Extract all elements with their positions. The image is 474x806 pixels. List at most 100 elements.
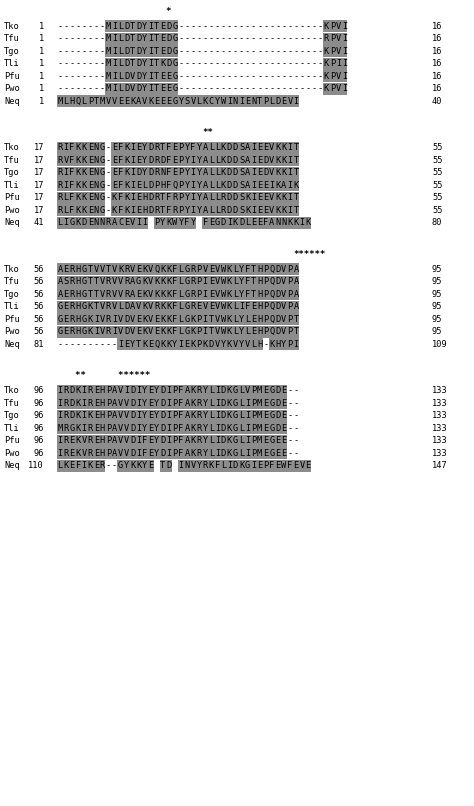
Text: -: - [112,340,117,349]
Text: Y: Y [154,411,159,420]
Bar [172,397,178,409]
Text: -: - [202,47,208,56]
Text: D: D [166,461,172,470]
Bar [214,301,220,313]
Bar [160,409,166,422]
Bar [105,447,111,459]
Text: -: - [221,34,226,44]
Bar [81,154,87,166]
Text: V: V [124,411,129,420]
Bar [160,338,166,350]
Text: K: K [154,289,159,299]
Text: -: - [287,386,292,395]
Bar [63,204,69,216]
Text: V: V [148,327,154,336]
Text: K: K [227,264,232,274]
Text: L: L [209,193,214,202]
Bar [172,288,178,300]
Text: -: - [269,85,274,93]
Text: K: K [202,340,208,349]
Bar [251,192,256,203]
Bar [341,45,347,57]
Text: -: - [100,47,105,56]
Text: -: - [191,22,196,31]
Bar [238,422,245,434]
Text: 41: 41 [34,218,44,227]
Bar [124,95,129,107]
Bar [111,95,118,107]
Text: V: V [245,340,250,349]
Text: V: V [233,340,238,349]
Text: D: D [124,302,129,311]
Bar [196,95,202,107]
Bar [275,142,281,153]
Bar [154,192,160,203]
Text: E: E [160,97,165,106]
Text: E: E [251,302,256,311]
Bar [63,409,69,422]
Text: E: E [94,411,99,420]
Text: L: L [64,97,69,106]
Text: R: R [70,315,75,324]
Text: K: K [275,168,281,177]
Bar [111,45,118,57]
Text: R: R [106,218,111,227]
Bar [281,192,287,203]
Bar [227,313,232,325]
Text: R: R [106,302,111,311]
Text: E: E [88,156,93,164]
Bar [81,142,87,153]
Bar [214,95,220,107]
Text: E: E [263,206,268,214]
Bar [136,179,142,191]
Bar [281,154,287,166]
Bar [63,459,69,472]
Bar [251,313,256,325]
Bar [172,204,178,216]
Bar [220,154,227,166]
Text: E: E [281,411,286,420]
Bar [202,447,208,459]
Text: -: - [106,143,111,152]
Bar [287,167,293,178]
Bar [63,288,69,300]
Bar [136,204,142,216]
Bar [148,422,154,434]
Text: R: R [202,461,208,470]
Bar [87,326,93,338]
Bar [160,70,166,82]
Text: L: L [215,181,220,189]
Bar [184,384,190,397]
Text: Neq: Neq [4,97,20,106]
Bar [287,313,293,325]
Text: S: S [239,193,244,202]
Text: V: V [300,461,305,470]
Text: E: E [160,47,165,56]
Bar [111,409,118,422]
Text: F: F [142,449,147,458]
Text: G: G [269,424,274,433]
Text: H: H [75,302,81,311]
Text: 17: 17 [34,193,44,202]
Bar [269,422,275,434]
Text: 17: 17 [34,168,44,177]
Text: T: T [94,289,99,299]
Text: -: - [239,85,244,93]
Bar [208,142,214,153]
Bar [75,142,81,153]
Text: -: - [94,60,99,69]
Bar [238,263,245,275]
Text: I: I [57,436,63,445]
Text: A: A [202,168,208,177]
Text: I: I [112,72,117,81]
Bar [166,179,172,191]
Text: L: L [118,302,123,311]
Bar [148,338,154,350]
Text: K: K [160,60,165,69]
Bar [69,422,75,434]
Text: Y: Y [142,411,147,420]
Text: L: L [82,97,87,106]
Bar [184,204,190,216]
Text: 96: 96 [34,449,44,458]
Text: I: I [82,411,87,420]
